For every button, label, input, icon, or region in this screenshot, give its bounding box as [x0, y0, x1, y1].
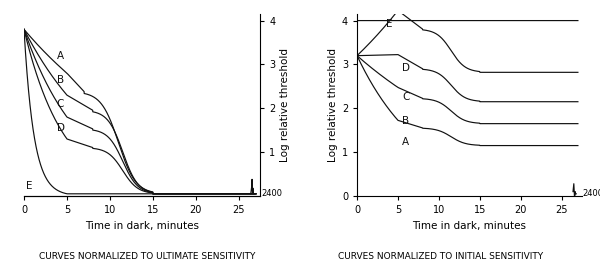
Text: 2400: 2400: [583, 189, 600, 198]
Text: B: B: [402, 116, 409, 125]
Text: E: E: [386, 19, 392, 29]
Text: CURVES NORMALIZED TO INITIAL SENSITIVITY: CURVES NORMALIZED TO INITIAL SENSITIVITY: [338, 252, 544, 261]
Text: E: E: [26, 181, 32, 191]
Text: CURVES NORMALIZED TO ULTIMATE SENSITIVITY: CURVES NORMALIZED TO ULTIMATE SENSITIVIT…: [39, 252, 255, 261]
Text: D: D: [402, 63, 410, 73]
X-axis label: Time in dark, minutes: Time in dark, minutes: [85, 221, 199, 231]
Text: A: A: [56, 51, 64, 61]
X-axis label: Time in dark, minutes: Time in dark, minutes: [413, 221, 527, 231]
Text: 2400: 2400: [261, 189, 282, 198]
Text: B: B: [56, 75, 64, 85]
Text: C: C: [402, 92, 409, 102]
Text: D: D: [56, 123, 65, 133]
Y-axis label: Log relative threshold: Log relative threshold: [280, 48, 290, 162]
Text: A: A: [402, 137, 409, 148]
Y-axis label: Log relative threshold: Log relative threshold: [328, 48, 338, 162]
Text: C: C: [56, 99, 64, 109]
